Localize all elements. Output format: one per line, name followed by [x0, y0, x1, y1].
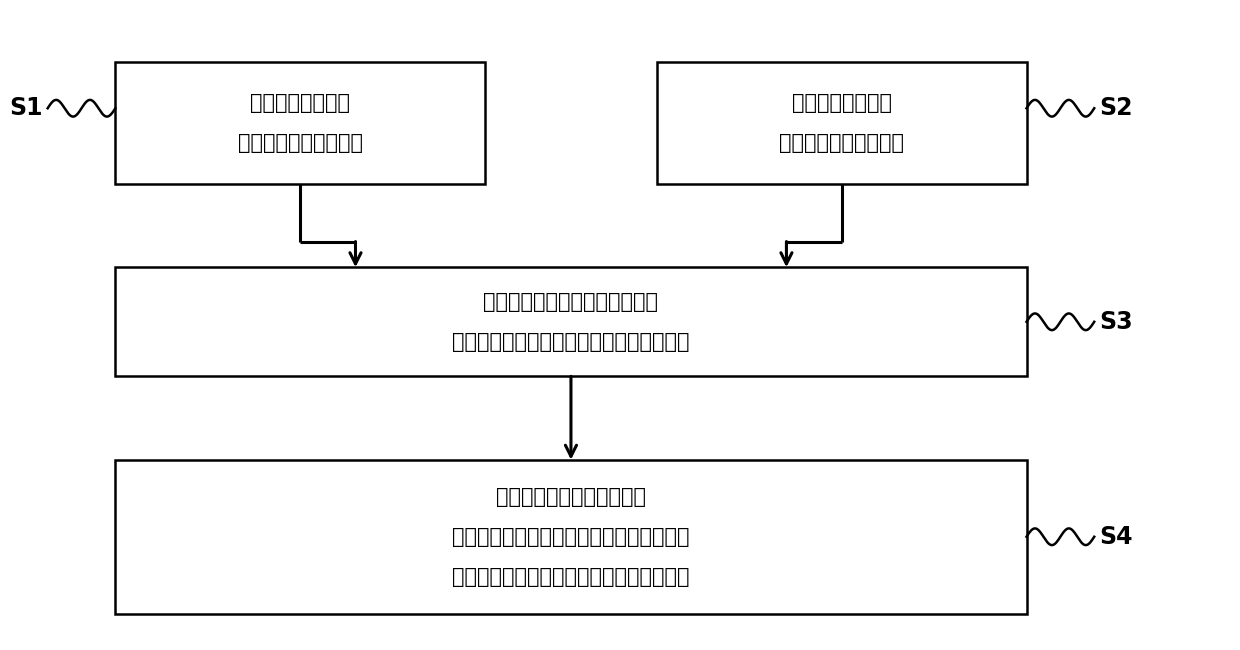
- Bar: [115, 267, 1027, 376]
- Bar: [115, 62, 485, 184]
- Text: S4: S4: [1100, 525, 1133, 549]
- Text: 得到视觉数字序列: 得到视觉数字序列: [250, 93, 350, 113]
- Text: 计算数字序列之间的规律并存储: 计算数字序列之间的规律并存储: [484, 292, 658, 312]
- Text: 采用数字推理模型分别进行数字归纳推理，: 采用数字推理模型分别进行数字归纳推理，: [453, 332, 689, 352]
- Bar: [657, 62, 1027, 184]
- Text: 推理计算，并得出识别结果: 推理计算，并得出识别结果: [496, 487, 646, 507]
- Text: 数字图像的内容识别，: 数字图像的内容识别，: [238, 133, 362, 153]
- Text: 数字音频的内容识别，: 数字音频的内容识别，: [779, 133, 904, 153]
- Text: S1: S1: [9, 96, 42, 120]
- Text: 得到听觉数字序列: 得到听觉数字序列: [792, 93, 892, 113]
- Text: S3: S3: [1100, 310, 1133, 334]
- Text: S2: S2: [1100, 96, 1133, 120]
- Text: 重较高的信息作为当前可靠的模态信息进行: 重较高的信息作为当前可靠的模态信息进行: [453, 526, 689, 547]
- Bar: [115, 460, 1027, 614]
- Text: 对数字序列之间规律的进行处理后，选择权: 对数字序列之间规律的进行处理后，选择权: [453, 567, 689, 586]
